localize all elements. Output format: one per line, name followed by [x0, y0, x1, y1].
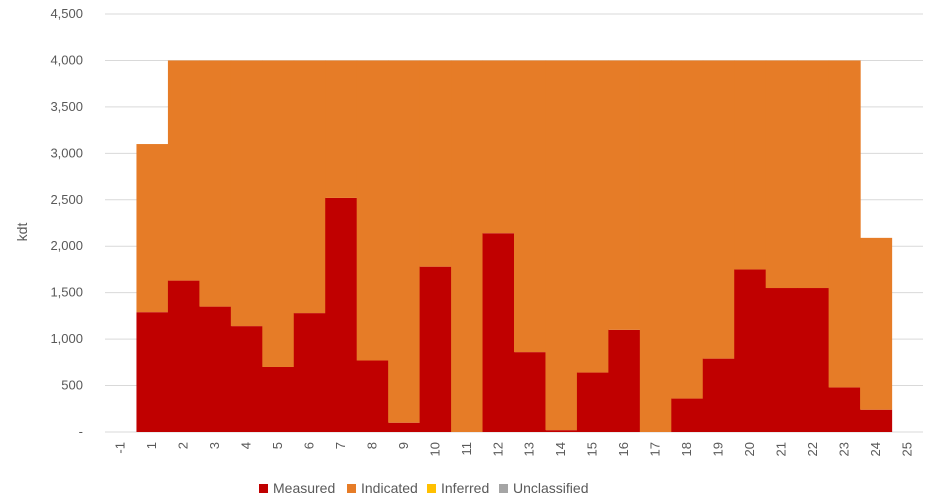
y-tick-label: 2,000	[50, 238, 83, 253]
x-tick-label: 9	[396, 442, 411, 449]
bar-indicated-23	[828, 60, 861, 388]
x-tick-label: 7	[333, 442, 348, 449]
x-tick-label: 8	[364, 442, 379, 449]
x-axis-ticks: -1 1 2 3 4 5 6 7 8 9 10 11 12 13 14 15 16 17 18 19 20 21 22 23 2…	[113, 442, 915, 456]
bar-measured-7	[325, 197, 358, 432]
bar-indicated-14	[545, 60, 578, 431]
x-tick-label: 17	[648, 442, 663, 456]
x-tick-label: 3	[207, 442, 222, 449]
y-axis-title: kdt	[14, 223, 30, 242]
bar-indicated-9	[388, 60, 421, 423]
bar-indicated-11	[451, 60, 484, 432]
y-tick-label: 3,500	[50, 99, 83, 114]
bars	[136, 60, 893, 432]
bar-measured-8	[356, 360, 389, 432]
y-tick-label: 1,500	[50, 285, 83, 300]
legend-label: Measured	[273, 480, 335, 496]
x-tick-label: 14	[553, 442, 568, 456]
bar-measured-18	[671, 398, 704, 432]
bar-measured-4	[230, 326, 263, 432]
x-tick-label: 15	[585, 442, 600, 456]
x-tick-label: 11	[459, 442, 474, 456]
x-tick-label: 25	[899, 442, 914, 456]
bar-indicated-5	[262, 60, 295, 367]
bar-measured-21	[765, 288, 798, 432]
y-tick-label: 4,000	[50, 52, 83, 67]
bar-indicated-6	[293, 60, 326, 314]
bar-measured-9	[388, 422, 421, 432]
x-tick-label: 16	[616, 442, 631, 456]
bar-measured-1	[136, 312, 169, 432]
bar-indicated-7	[325, 60, 358, 198]
y-tick-label: 4,500	[50, 6, 83, 21]
x-tick-label: 24	[868, 442, 883, 456]
bar-measured-3	[199, 306, 232, 432]
y-axis-ticks: - 500 1,000 1,500 2,000 2,500 3,000 3,500 4,000 4…	[50, 6, 83, 439]
x-tick-label: 18	[679, 442, 694, 456]
legend-swatch-measured	[259, 484, 268, 493]
bar-indicated-22	[797, 60, 830, 289]
x-tick-label: 1	[144, 442, 159, 449]
bar-indicated-19	[702, 60, 735, 359]
legend-swatch-unclassified	[499, 484, 508, 493]
bar-indicated-18	[671, 60, 704, 399]
bar-measured-6	[293, 313, 326, 432]
bar-indicated-8	[356, 60, 389, 361]
x-tick-label: -1	[113, 442, 128, 454]
bar-indicated-20	[734, 60, 767, 270]
bar-measured-12	[482, 233, 515, 432]
y-tick-label: 3,000	[50, 145, 83, 160]
bar-indicated-24	[860, 237, 893, 410]
bar-measured-15	[576, 372, 609, 432]
bar-measured-14	[545, 430, 578, 432]
legend-swatch-inferred	[427, 484, 436, 493]
bar-measured-20	[734, 269, 767, 432]
y-tick-label: 2,500	[50, 192, 83, 207]
bar-indicated-16	[608, 60, 641, 330]
bar-measured-5	[262, 366, 295, 432]
legend-label: Unclassified	[513, 480, 588, 496]
bar-indicated-12	[482, 60, 515, 234]
bar-indicated-2	[167, 60, 200, 281]
legend-label: Inferred	[441, 480, 489, 496]
x-tick-label: 13	[522, 442, 537, 456]
y-tick-label: 500	[61, 378, 83, 393]
bar-indicated-1	[136, 144, 169, 313]
x-tick-label: 23	[836, 442, 851, 456]
legend: Measured Indicated Inferred Unclassified	[259, 480, 588, 496]
bar-measured-16	[608, 329, 641, 432]
bar-measured-13	[514, 352, 547, 432]
x-tick-label: 19	[711, 442, 726, 456]
bar-measured-2	[167, 280, 200, 432]
bar-indicated-21	[765, 60, 798, 289]
x-tick-label: 2	[176, 442, 191, 449]
legend-swatch-indicated	[347, 484, 356, 493]
bar-indicated-17	[639, 60, 672, 432]
bar-indicated-15	[576, 60, 609, 373]
x-tick-label: 5	[270, 442, 285, 449]
x-tick-label: 21	[773, 442, 788, 456]
y-tick-label: 1,000	[50, 331, 83, 346]
bar-measured-19	[702, 358, 735, 432]
y-tick-label: -	[79, 424, 83, 439]
bar-indicated-4	[230, 60, 263, 327]
bar-indicated-3	[199, 60, 232, 307]
bar-measured-23	[828, 387, 861, 432]
x-tick-label: 4	[239, 442, 254, 449]
legend-label: Indicated	[361, 480, 418, 496]
bar-measured-24	[860, 409, 893, 432]
bar-measured-22	[797, 288, 830, 432]
x-tick-label: 22	[805, 442, 820, 456]
x-tick-label: 12	[490, 442, 505, 456]
bar-indicated-10	[419, 60, 452, 267]
x-tick-label: 20	[742, 442, 757, 456]
bar-measured-10	[419, 266, 452, 432]
bar-indicated-13	[514, 60, 547, 353]
x-tick-label: 6	[302, 442, 317, 449]
x-tick-label: 10	[427, 442, 442, 456]
